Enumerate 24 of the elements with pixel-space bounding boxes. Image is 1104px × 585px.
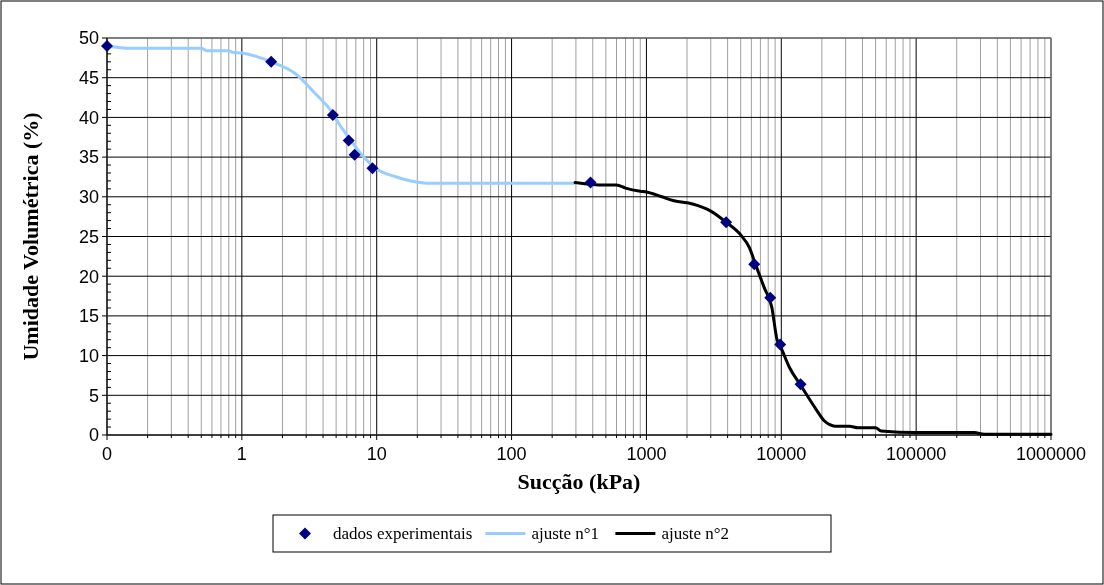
y-tick-label: 10 (78, 345, 99, 366)
y-tick-label: 5 (88, 385, 99, 406)
x-tick-label: 100000 (886, 444, 947, 464)
legend-label: ajuste n°1 (531, 524, 600, 544)
y-tick-label: 0 (88, 425, 99, 446)
x-tick-label: 100 (496, 444, 527, 464)
legend-label: ajuste n°2 (661, 524, 730, 544)
y-tick-label: 50 (78, 28, 99, 49)
x-tick-label: 10 (366, 444, 387, 464)
x-axis-title: Sucção (kPa) (517, 469, 641, 494)
x-tick-label: 0 (101, 444, 113, 464)
x-tick-label: 1 (236, 444, 247, 464)
y-tick-label: 20 (78, 266, 99, 287)
y-tick-label: 25 (78, 226, 99, 247)
x-tick-label: 1000 (626, 444, 667, 464)
x-tick-label: 10000 (756, 444, 807, 464)
x-tick-label: 1000000 (1015, 444, 1087, 464)
y-tick-label: 30 (78, 187, 99, 208)
y-tick-label: 15 (78, 306, 99, 327)
y-tick-label: 35 (78, 147, 99, 168)
y-tick-label: 40 (78, 107, 99, 128)
legend-label: dados experimentais (333, 524, 473, 544)
y-tick-label: 45 (78, 68, 99, 88)
y-axis-title: Umidade Volumétrica (%) (18, 112, 43, 361)
